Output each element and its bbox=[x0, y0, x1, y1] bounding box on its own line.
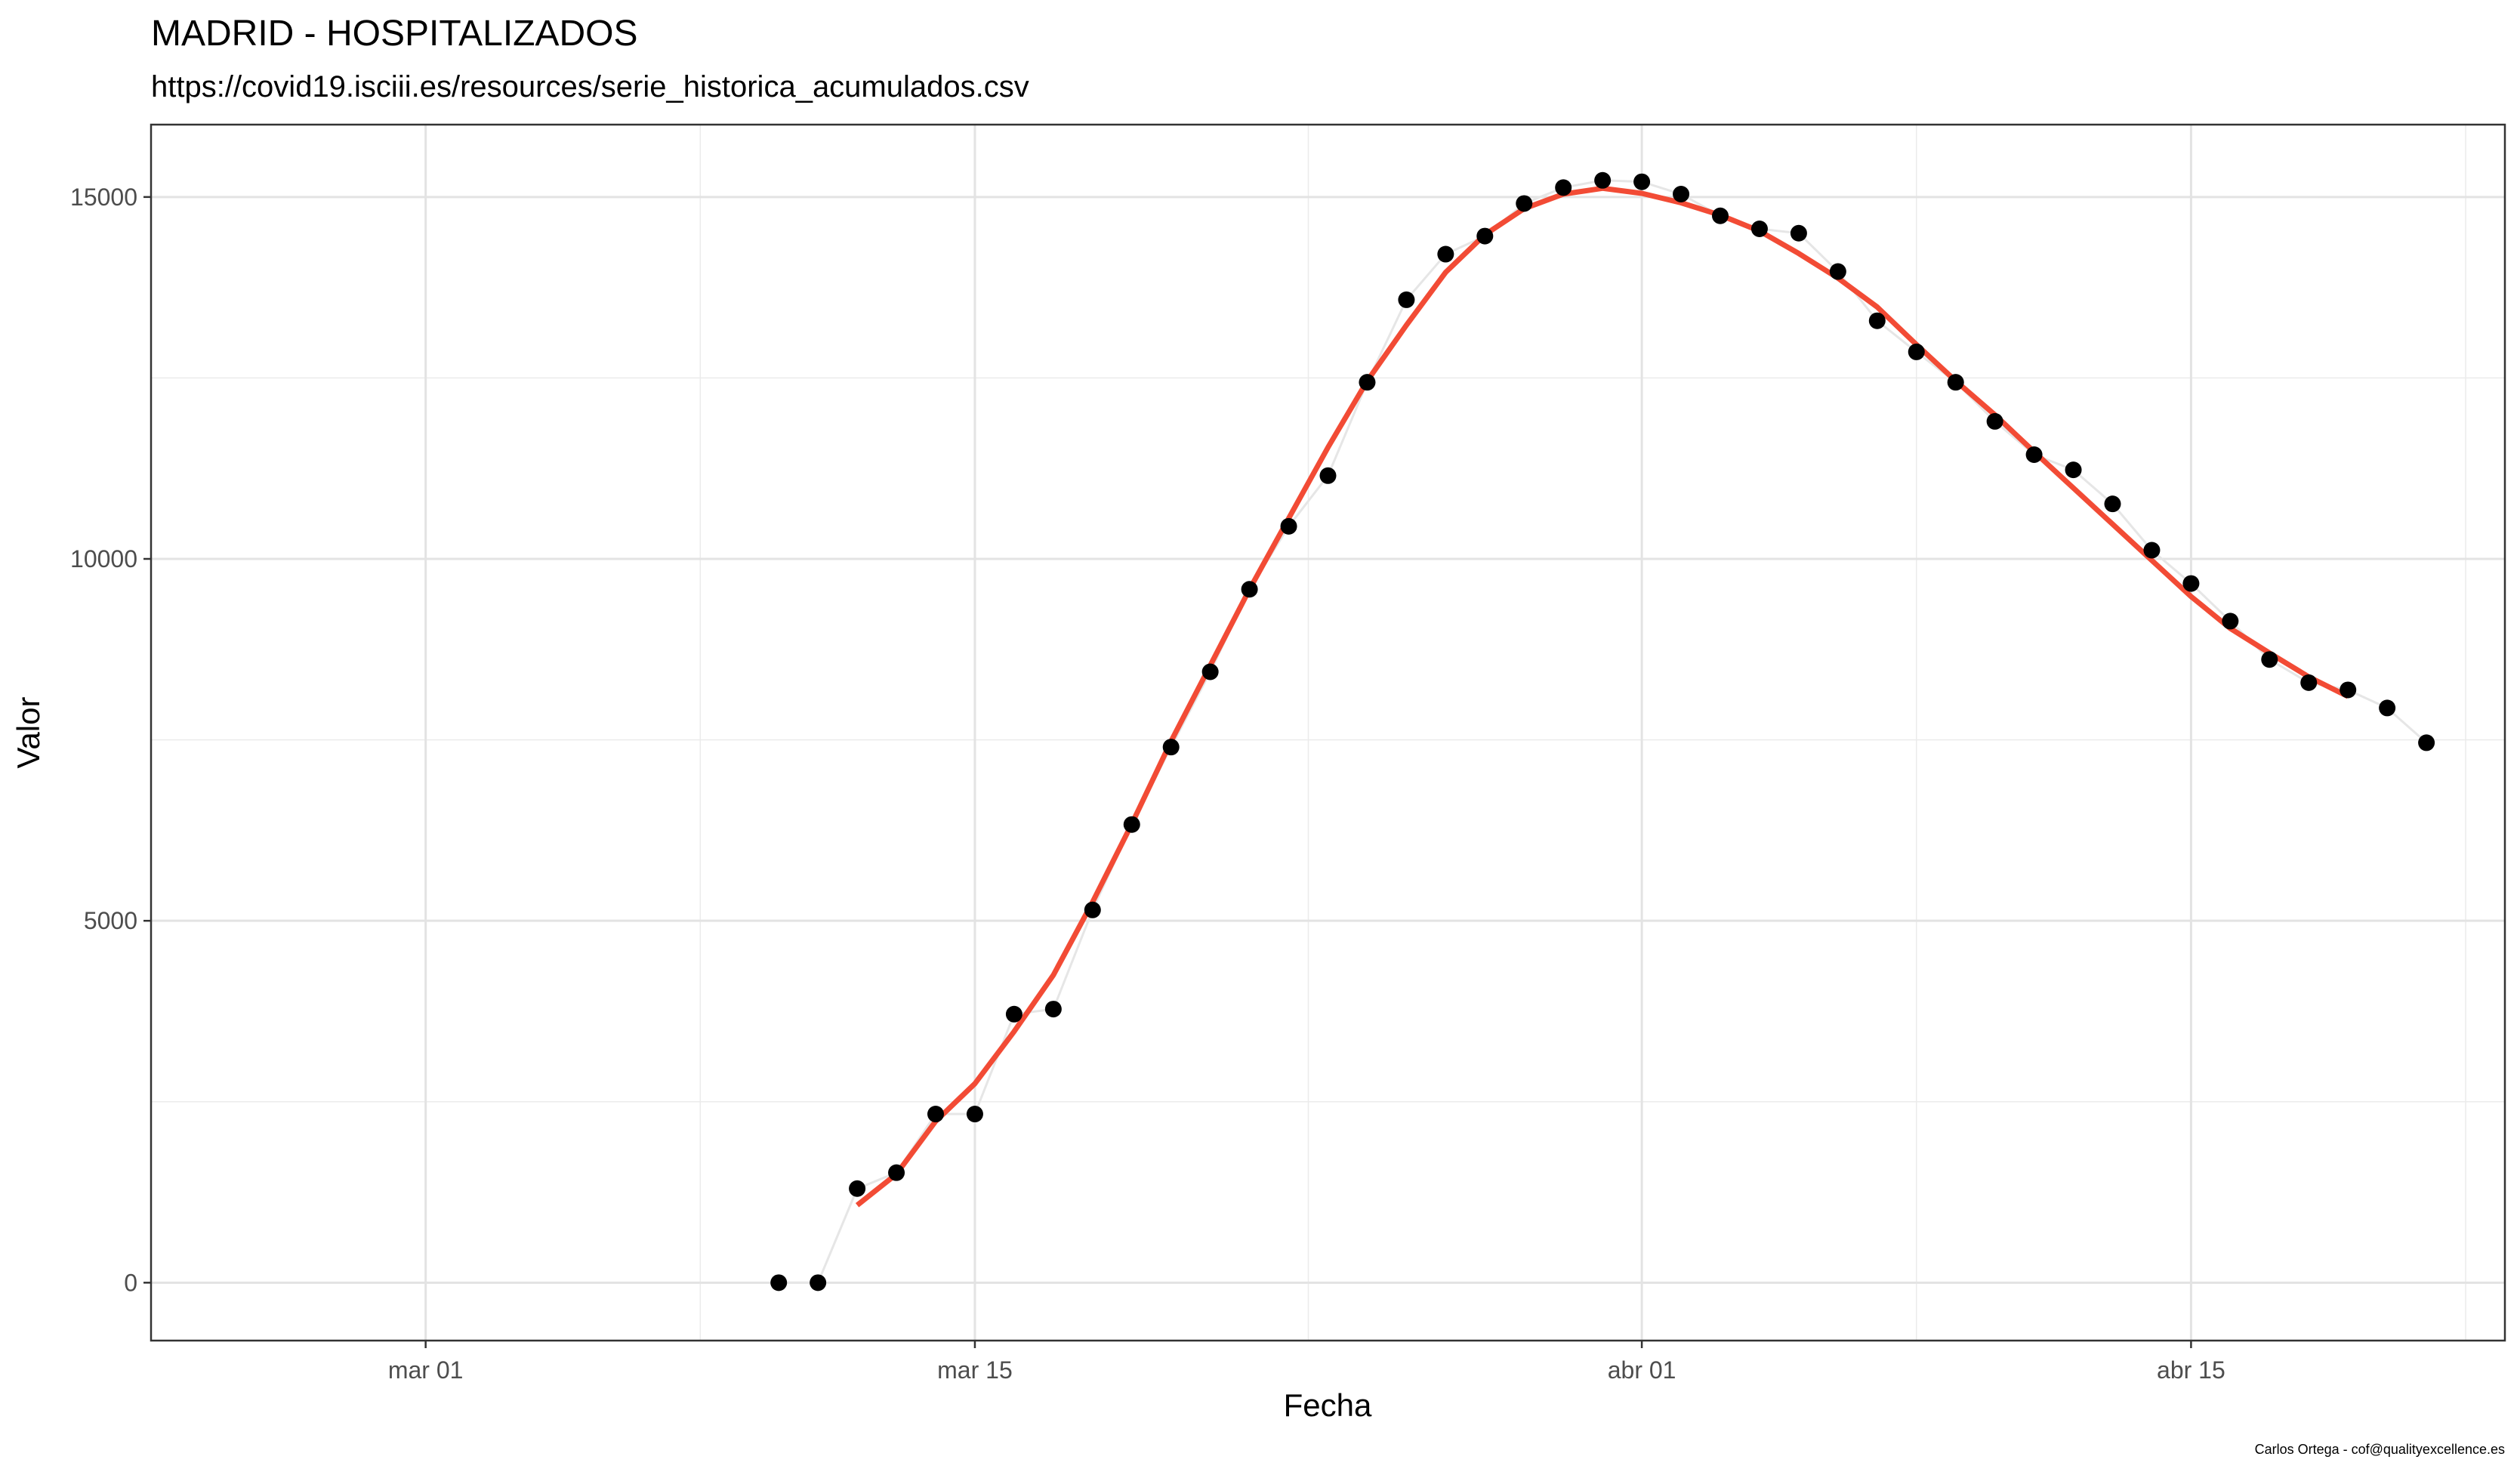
y-tick-label: 5000 bbox=[84, 907, 137, 934]
data-point bbox=[810, 1274, 827, 1291]
data-point bbox=[2104, 495, 2121, 513]
data-point bbox=[2261, 651, 2278, 668]
data-point bbox=[888, 1164, 905, 1181]
data-point bbox=[1790, 224, 1807, 242]
data-point bbox=[2182, 575, 2200, 592]
data-point bbox=[1555, 179, 1572, 196]
data-point bbox=[2418, 734, 2435, 751]
data-point bbox=[1398, 291, 1415, 308]
y-tick-label: 10000 bbox=[70, 545, 137, 572]
data-point bbox=[1947, 374, 1964, 391]
series-points bbox=[770, 171, 2435, 1291]
data-point bbox=[1829, 263, 1846, 280]
data-point bbox=[927, 1106, 944, 1123]
data-point bbox=[849, 1180, 866, 1197]
data-point bbox=[1005, 1005, 1022, 1023]
data-point bbox=[1241, 581, 1258, 598]
data-point bbox=[1750, 221, 1768, 237]
x-axis-title: Fecha bbox=[1284, 1387, 1372, 1423]
x-tick-label: abr 15 bbox=[2157, 1356, 2225, 1384]
data-point bbox=[1123, 816, 1140, 833]
y-tick-label: 0 bbox=[124, 1269, 137, 1296]
data-point bbox=[2222, 613, 2239, 630]
data-point bbox=[1319, 467, 1337, 484]
data-point bbox=[2340, 681, 2357, 699]
plot-panel bbox=[151, 125, 2505, 1341]
data-point bbox=[1633, 173, 1651, 190]
data-point bbox=[1044, 1001, 1062, 1018]
data-point bbox=[2379, 699, 2396, 717]
data-point bbox=[1516, 195, 1533, 212]
y-axis: 0 5000 10000 15000 bbox=[70, 184, 151, 1296]
grid-minor bbox=[151, 125, 2505, 1341]
data-point bbox=[1908, 343, 1925, 360]
data-point bbox=[2025, 446, 2043, 463]
data-point bbox=[1437, 245, 1454, 263]
data-point bbox=[2300, 674, 2318, 691]
x-tick-label: abr 01 bbox=[1608, 1356, 1676, 1384]
data-point bbox=[1201, 663, 1219, 680]
data-point bbox=[1280, 517, 1297, 535]
x-axis: mar 01 mar 15 abr 01 abr 15 bbox=[388, 1341, 2225, 1384]
data-point bbox=[1712, 207, 1729, 224]
y-tick-label: 15000 bbox=[70, 184, 137, 211]
data-point bbox=[966, 1106, 983, 1123]
chart-caption: Carlos Ortega - cof@qualityexcellence.es bbox=[2255, 1442, 2505, 1457]
data-point bbox=[1868, 312, 1886, 329]
plot-border bbox=[150, 123, 2506, 1342]
grid-major bbox=[151, 125, 2505, 1341]
data-point bbox=[1084, 901, 1101, 918]
data-point bbox=[770, 1274, 788, 1291]
chart-subtitle: https://covid19.isciii.es/resources/seri… bbox=[151, 70, 1029, 103]
data-point bbox=[2065, 461, 2082, 479]
chart-title: MADRID - HOSPITALIZADOS bbox=[151, 14, 638, 54]
data-point bbox=[1594, 171, 1612, 189]
x-tick-label: mar 01 bbox=[388, 1356, 464, 1384]
y-axis-title: Valor bbox=[11, 697, 46, 769]
data-point bbox=[2143, 542, 2161, 559]
data-point bbox=[1673, 186, 1690, 202]
data-point bbox=[1162, 739, 1180, 756]
data-point bbox=[1476, 227, 1494, 245]
data-point bbox=[1986, 412, 2003, 430]
x-tick-label: mar 15 bbox=[937, 1356, 1013, 1384]
data-point bbox=[1359, 374, 1376, 391]
